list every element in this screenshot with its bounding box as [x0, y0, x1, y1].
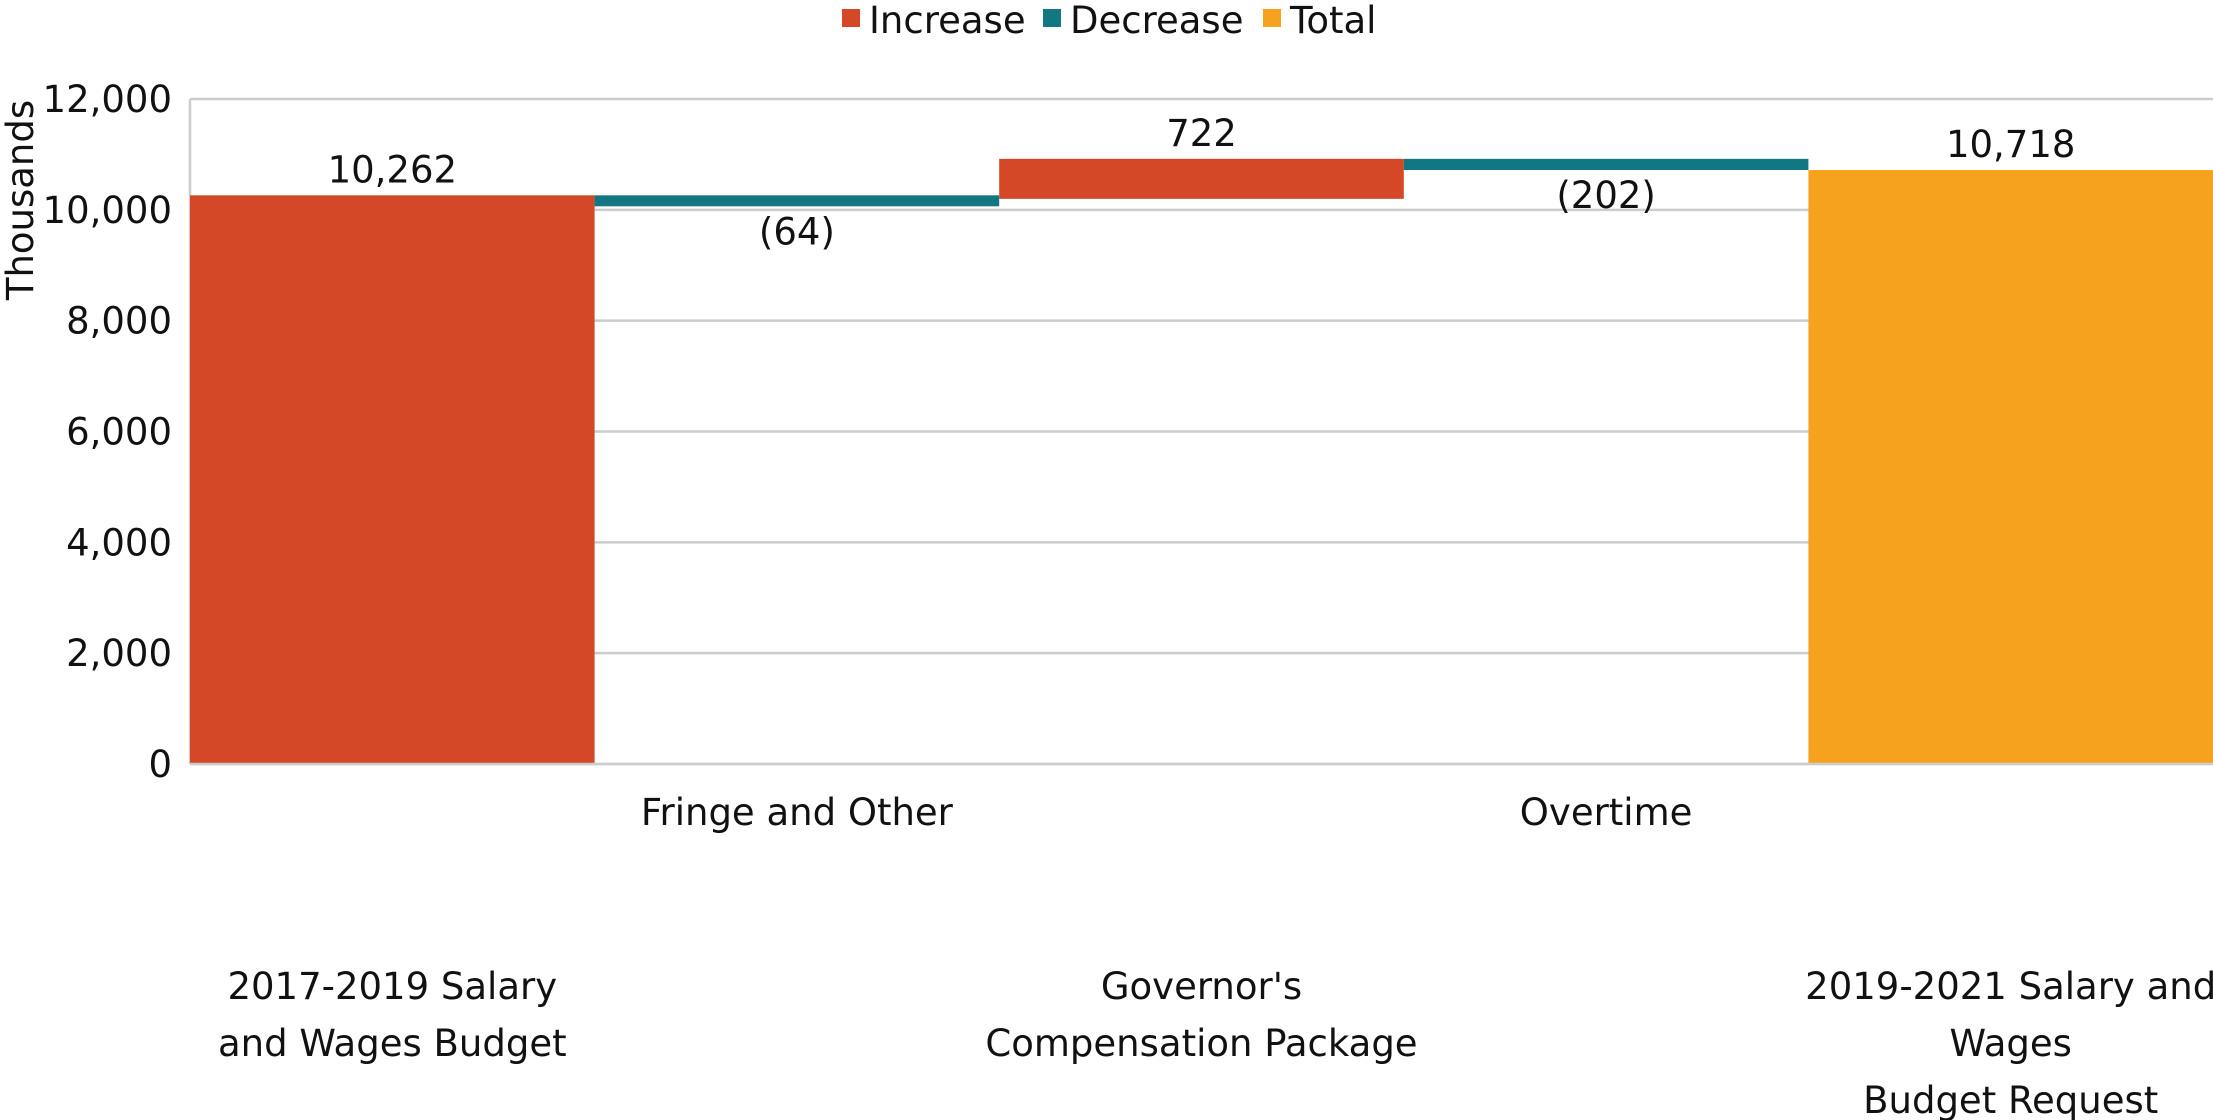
data-label: 10,718: [1946, 123, 2075, 166]
y-tick-label: 0: [148, 743, 172, 786]
legend-swatch-total: [1263, 9, 1281, 27]
data-label: (202): [1556, 174, 1656, 217]
y-tick-label: 10,000: [43, 189, 172, 232]
y-tick-label: 8,000: [66, 300, 172, 343]
y-tick-label: 2,000: [66, 632, 172, 675]
bar-decrease: [594, 195, 1000, 207]
data-label: 722: [1166, 112, 1237, 155]
bar-total: [1808, 170, 2213, 764]
legend-label-total: Total: [1289, 0, 1376, 42]
y-axis-title: Thousands: [0, 100, 42, 301]
y-tick-label: 12,000: [43, 78, 172, 121]
legend-label-increase: Increase: [869, 0, 1026, 42]
data-label: 10,262: [328, 148, 457, 191]
x-category-label: Overtime: [1520, 791, 1693, 834]
legend: Increase Decrease Total: [842, 0, 1376, 42]
bar-increase: [190, 195, 595, 765]
data-labels: 10,262 (64) 722 (202) 10,718: [328, 112, 2076, 253]
legend-label-decrease: Decrease: [1070, 0, 1243, 42]
x-axis-labels: 2017-2019 Salary and Wages Budget Fringe a…: [218, 791, 2213, 1120]
x-category-label: Fringe and Other: [641, 791, 954, 834]
data-label: (64): [759, 210, 835, 253]
legend-swatch-increase: [842, 9, 860, 27]
legend-swatch-decrease: [1043, 9, 1061, 27]
bar-decrease: [1403, 158, 1809, 171]
y-tick-label: 4,000: [66, 521, 172, 564]
y-axis-ticks: 0 2,000 4,000 6,000 8,000 10,000 12,000: [43, 78, 172, 786]
y-tick-label: 6,000: [66, 411, 172, 454]
x-category-label: 2017-2019 Salary and Wages Budget: [218, 965, 567, 1065]
bar-increase: [999, 158, 1404, 199]
bars: [190, 158, 2213, 766]
x-category-label: Governor's Compensation Package: [985, 965, 1417, 1065]
x-category-label: 2019-2021 Salary and Wages Budget Request: [1805, 965, 2213, 1120]
